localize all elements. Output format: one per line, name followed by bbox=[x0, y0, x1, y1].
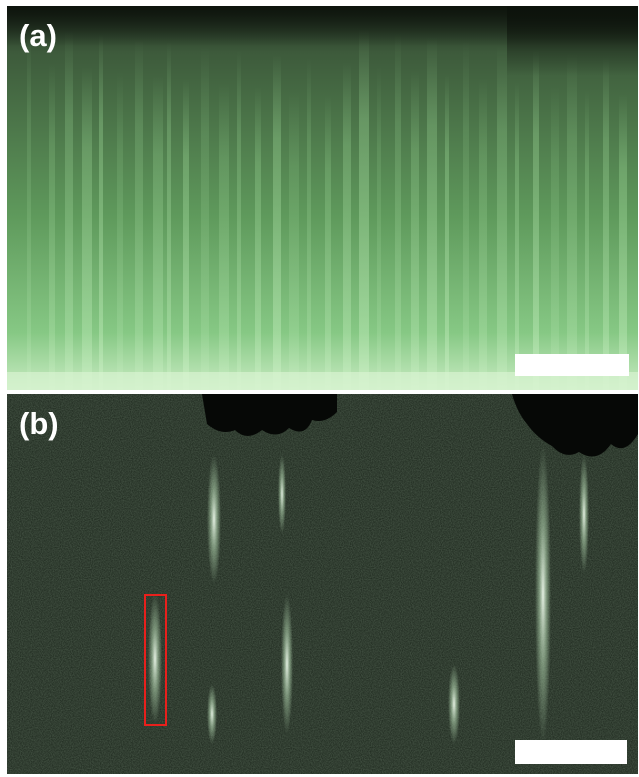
streak bbox=[585, 90, 589, 390]
streak bbox=[65, 30, 73, 390]
streak bbox=[153, 75, 163, 390]
streak bbox=[183, 79, 189, 390]
fluorescent-strand bbox=[207, 684, 217, 744]
streak bbox=[201, 46, 209, 390]
streak bbox=[167, 42, 171, 390]
streak bbox=[411, 70, 419, 390]
streak bbox=[255, 87, 261, 390]
streak bbox=[479, 78, 487, 390]
fluorescent-strand bbox=[148, 594, 162, 724]
streak bbox=[135, 38, 143, 390]
streak bbox=[273, 54, 281, 390]
fluorescent-strand bbox=[448, 664, 460, 744]
streak bbox=[445, 74, 449, 390]
streak bbox=[219, 83, 229, 390]
streak bbox=[463, 41, 469, 390]
panel-b-label: (b) bbox=[19, 406, 59, 441]
streak bbox=[289, 91, 299, 390]
streak bbox=[619, 94, 627, 390]
streak bbox=[395, 33, 401, 390]
fluorescent-strand bbox=[281, 594, 293, 734]
panel-a-label: (a) bbox=[19, 18, 57, 53]
panel-b-image bbox=[7, 394, 638, 774]
fluorescent-strand bbox=[207, 454, 221, 584]
region-of-interest-box bbox=[144, 594, 167, 726]
streak bbox=[603, 57, 609, 390]
streak bbox=[359, 29, 369, 390]
streak bbox=[497, 45, 507, 390]
streak bbox=[49, 63, 55, 390]
streak bbox=[533, 49, 539, 390]
streak bbox=[237, 50, 241, 390]
fluorescent-strand bbox=[579, 454, 589, 574]
streak bbox=[567, 53, 577, 390]
streak bbox=[325, 95, 331, 390]
fluorescent-strand bbox=[278, 454, 286, 534]
panel-a-micrograph: (a) bbox=[7, 6, 638, 390]
streak bbox=[427, 37, 437, 390]
streak bbox=[82, 67, 92, 390]
panel-a-image bbox=[7, 6, 638, 390]
streak bbox=[307, 58, 311, 390]
streak bbox=[99, 34, 103, 390]
streak bbox=[343, 62, 351, 390]
streak bbox=[515, 82, 519, 390]
streak bbox=[551, 86, 559, 390]
streak bbox=[377, 66, 381, 390]
streak bbox=[27, 26, 31, 390]
scale-bar-a bbox=[515, 354, 629, 376]
streak bbox=[117, 71, 123, 390]
scale-bar-b bbox=[515, 740, 627, 764]
fluorescent-strand bbox=[535, 444, 551, 744]
panel-b-fluorescence: (b) bbox=[7, 394, 638, 774]
